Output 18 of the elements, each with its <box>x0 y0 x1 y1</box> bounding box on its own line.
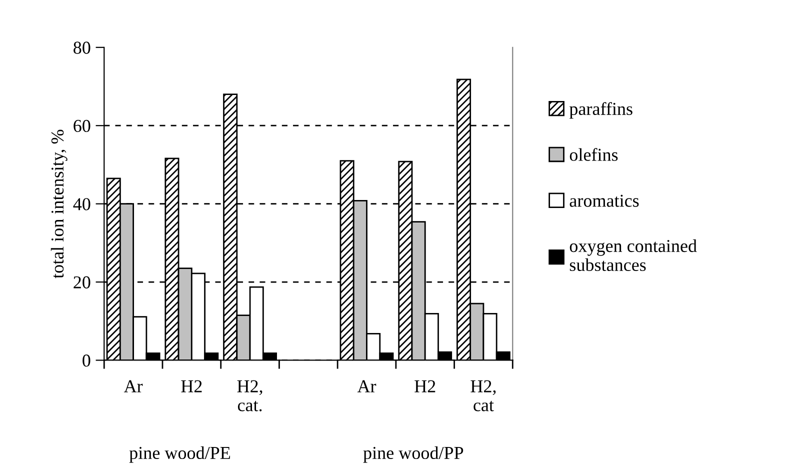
legend-label: oxygen contained substances <box>570 239 697 272</box>
legend-label: paraffins <box>569 102 632 119</box>
x-tick-label: H2, cat. <box>237 380 262 412</box>
y-axis-title: total ion intensity, % <box>50 130 68 278</box>
x-tick-label: H2 <box>414 380 436 392</box>
legend-label: aromatics <box>570 194 639 207</box>
y-tick-label: 0 <box>82 354 90 367</box>
x-tick-label: H2, cat <box>470 380 496 412</box>
legend-label: olefins <box>570 148 618 161</box>
text: pine wood/PP <box>363 446 464 463</box>
x-tick-label: Ar <box>357 380 376 392</box>
text: pine wood/PE <box>129 446 230 463</box>
y-tick-label: 20 <box>74 276 90 288</box>
x-tick-label: Ar <box>124 380 143 392</box>
y-tick-label: 40 <box>73 198 90 210</box>
y-tick-label: 60 <box>74 120 90 132</box>
x-tick-label: H2 <box>181 380 202 392</box>
y-tick-label: 80 <box>74 42 90 54</box>
